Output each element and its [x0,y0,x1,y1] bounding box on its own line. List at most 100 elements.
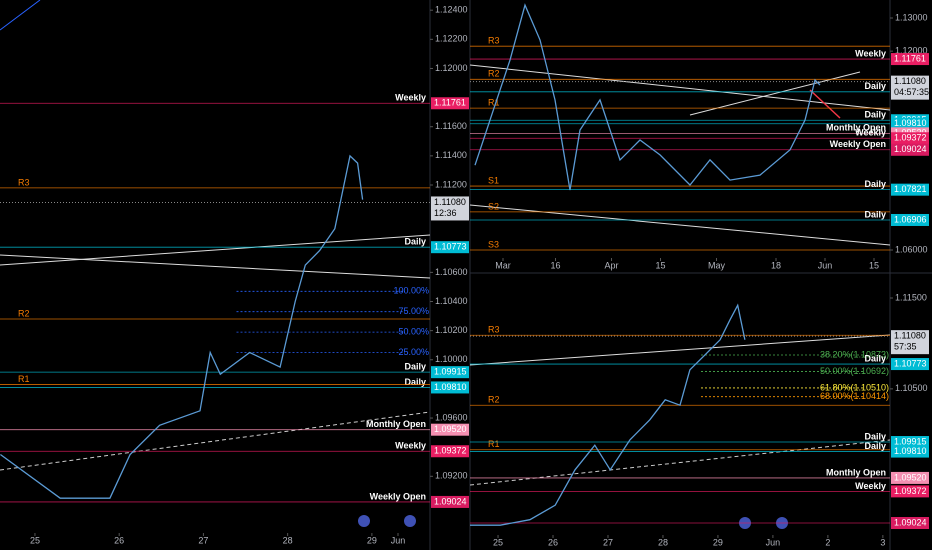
event-icon [404,515,416,527]
level-name: Daily [864,110,886,120]
y-tick-label: 1.10200 [435,325,468,335]
y-tick-label: 1.09200 [435,471,468,481]
price-tag [431,495,469,508]
last-price-label: 1.11080 [894,76,926,86]
price-tag-label: 1.09024 [894,517,927,527]
x-tick-label: 29 [367,535,377,545]
level-name: S1 [488,175,499,185]
fib-label: 68.00%(1.10414) [820,391,889,401]
price-tag [891,183,929,196]
price-tag-label: 1.09372 [894,133,927,143]
y-tick-label: 1.10400 [435,296,468,306]
level-name: Daily [404,377,426,387]
price-tag-label: 1.09372 [434,446,467,456]
price-line [0,154,364,499]
price-tag [891,143,929,156]
countdown: 12:36 [434,208,457,218]
price-tag-label: 1.09915 [894,436,927,446]
y-tick-label: 1.11200 [435,179,467,189]
price-tag [891,53,929,66]
price-tag [891,436,929,449]
y-tick-label: 1.12400 [435,5,468,15]
fib-label: 25.00% [398,347,429,357]
arrow [809,89,841,119]
y-tick-label: 1.12000 [895,46,928,56]
price-tag [431,445,469,458]
level-name: R3 [488,36,500,46]
price-tag [431,366,469,379]
level-name: R1 [488,98,500,108]
x-tick-label: 27 [603,537,613,547]
event-icon [358,515,370,527]
y-tick-label: 1.13000 [895,12,928,22]
price-tag [891,485,929,498]
level-name: Daily [864,353,886,363]
y-tick-label: 1.11400 [435,150,467,160]
y-tick-label: 1.12000 [435,63,468,73]
fib-label: 100.00% [393,286,429,296]
x-tick-label: May [708,260,726,270]
level-name: Daily [404,362,426,372]
x-tick-label: Apr [604,260,618,270]
level-name: Daily [864,81,886,91]
x-tick-label: 29 [713,537,723,547]
x-tick-label: 15 [869,260,879,270]
level-name: R2 [18,308,30,318]
level-name: Monthly Open [366,419,426,429]
price-tag-label: 1.10773 [434,242,467,252]
y-tick-label: 1.11600 [435,121,467,131]
trendline [469,64,891,111]
price-tag-label: 1.09810 [894,118,927,128]
level-name: Daily [864,431,886,441]
level-name: Weekly [395,93,426,103]
fib-label: 61.80%(1.10510) [820,382,889,392]
x-tick-label: Jun [818,260,833,270]
price-tag [891,117,929,130]
level-name: Monthly Open [826,467,886,477]
price-tag-label: 1.11761 [894,53,926,63]
level-name: Weekly Open [830,139,886,149]
level-name: S2 [488,201,499,211]
price-tag-label: 1.09024 [894,144,927,154]
price-tag-label: 1.07821 [894,184,927,194]
price-tag-label: 1.09810 [434,382,467,392]
price-tag [891,471,929,484]
price-line [470,303,746,526]
x-tick-label: 2 [825,537,830,547]
fib-label: 50.00%(1.10692) [820,366,889,376]
level-name: Weekly [395,441,426,451]
x-tick-label: 25 [493,537,503,547]
level-name: R1 [488,439,500,449]
x-tick-label: 25 [30,535,40,545]
level-name: Weekly [855,48,886,58]
y-tick-label: 1.12200 [435,34,468,44]
last-price-tag [431,196,469,221]
trendline [469,334,891,366]
level-name: Weekly [855,481,886,491]
price-tag [891,517,929,530]
price-tag-label: 1.10773 [894,358,927,368]
price-tag [431,241,469,254]
trendline [0,254,431,279]
level-name: R2 [488,69,500,79]
x-tick-label: 28 [283,535,293,545]
price-tag-label: 1.09520 [434,424,467,434]
price-tag [891,213,929,226]
x-tick-label: 16 [550,260,560,270]
trendline [0,0,41,31]
x-tick-label: 26 [548,537,558,547]
x-tick-label: 18 [771,260,781,270]
price-tag-label: 1.06906 [894,214,927,224]
price-tag-label: 1.11761 [434,98,466,108]
trendline [0,411,431,471]
price-tag [891,132,929,145]
level-name: Daily [404,237,426,247]
price-tag-label: 1.09810 [894,446,927,456]
x-tick-label: 27 [198,535,208,545]
price-tag [431,97,469,110]
x-tick-label: 3 [880,537,885,547]
price-line [474,3,821,191]
level-name: Daily [864,179,886,189]
level-name: Daily [864,441,886,451]
